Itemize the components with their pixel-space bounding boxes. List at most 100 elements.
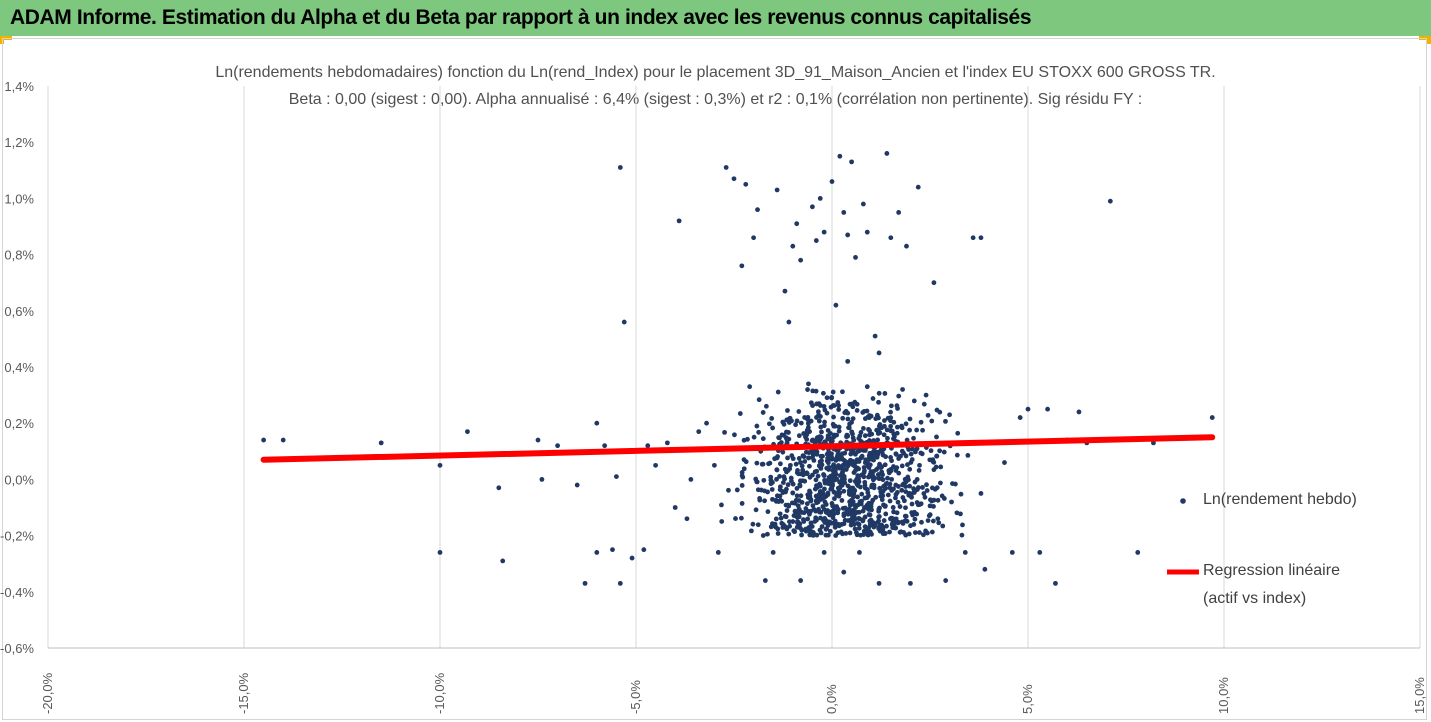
data-point	[774, 476, 779, 482]
data-point	[856, 522, 862, 527]
data-point	[806, 525, 812, 531]
data-point	[780, 449, 786, 455]
y-tick-label: 0,0%	[4, 472, 34, 487]
legend-line-label-2: (actif vs index)	[1203, 590, 1307, 607]
data-point	[897, 529, 903, 535]
data-point	[817, 527, 823, 533]
data-point	[1135, 550, 1141, 555]
data-point	[949, 499, 954, 505]
data-point	[820, 390, 826, 396]
data-point	[868, 469, 874, 475]
data-point	[799, 463, 805, 469]
data-point	[846, 459, 852, 465]
data-point	[763, 403, 769, 409]
data-point	[889, 428, 895, 434]
data-point	[726, 487, 731, 493]
data-point	[903, 489, 909, 495]
data-point	[919, 519, 924, 525]
data-point	[845, 433, 851, 439]
data-point	[848, 522, 854, 528]
x-tick-label: -5,0%	[628, 680, 643, 714]
data-point	[830, 477, 836, 483]
data-point	[918, 450, 924, 456]
data-point	[941, 496, 947, 501]
data-point	[808, 520, 814, 526]
data-point	[770, 550, 776, 555]
data-point	[802, 415, 808, 420]
legend-scatter-label: Ln(rendement hebdo)	[1203, 491, 1357, 508]
data-point	[812, 519, 818, 524]
data-point	[921, 401, 927, 407]
data-point	[719, 519, 725, 524]
data-point	[496, 485, 502, 491]
data-point	[1107, 198, 1113, 204]
data-point	[832, 496, 837, 502]
data-point	[778, 461, 783, 467]
y-tick-label: 0,4%	[4, 360, 34, 375]
data-point	[888, 403, 894, 409]
data-point	[861, 426, 866, 431]
data-point	[938, 464, 944, 470]
data-point	[1053, 580, 1058, 586]
data-point	[739, 263, 745, 269]
data-point	[926, 513, 932, 519]
data-point	[842, 450, 848, 456]
data-point	[765, 509, 771, 515]
data-point	[862, 505, 867, 510]
data-point	[930, 518, 936, 524]
y-tick-label: -0,6%	[0, 641, 34, 656]
data-point	[805, 387, 810, 392]
data-point	[784, 508, 790, 513]
data-point	[535, 437, 541, 443]
data-point	[952, 481, 958, 487]
data-point	[747, 384, 753, 390]
data-point	[970, 235, 976, 241]
x-tick-label: 0,0%	[824, 684, 839, 714]
data-point	[759, 461, 765, 467]
data-point	[783, 429, 789, 435]
data-point	[837, 485, 843, 491]
data-point	[792, 529, 798, 535]
data-point	[902, 513, 908, 519]
data-point	[880, 526, 886, 532]
data-point	[937, 409, 943, 415]
data-point	[823, 509, 829, 515]
data-point	[882, 418, 887, 423]
data-point	[925, 518, 931, 524]
data-point	[925, 412, 931, 418]
data-point	[617, 165, 623, 170]
data-point	[814, 415, 819, 420]
data-point	[784, 436, 790, 442]
data-point	[899, 463, 905, 469]
data-point	[817, 196, 823, 201]
data-point	[929, 485, 935, 491]
data-point	[786, 420, 792, 425]
data-point	[864, 229, 870, 235]
data-point	[1017, 415, 1023, 420]
data-point	[834, 432, 840, 438]
data-point	[795, 503, 801, 509]
data-point	[847, 485, 853, 491]
data-point	[847, 478, 853, 484]
data-point	[836, 428, 842, 434]
data-point	[958, 491, 964, 497]
data-point	[839, 498, 845, 503]
data-point	[825, 477, 831, 483]
data-point	[920, 485, 925, 490]
data-point	[888, 466, 894, 472]
data-point	[782, 466, 788, 472]
data-point	[770, 496, 775, 502]
data-point	[820, 453, 825, 459]
data-point	[918, 419, 924, 425]
data-point	[879, 464, 885, 470]
data-point	[864, 408, 870, 414]
data-point	[824, 410, 830, 416]
data-point	[847, 530, 853, 536]
data-point	[837, 479, 842, 485]
data-point	[907, 427, 912, 433]
data-point	[754, 479, 760, 485]
data-point	[907, 483, 913, 489]
data-point	[904, 243, 909, 249]
data-point	[895, 406, 900, 411]
